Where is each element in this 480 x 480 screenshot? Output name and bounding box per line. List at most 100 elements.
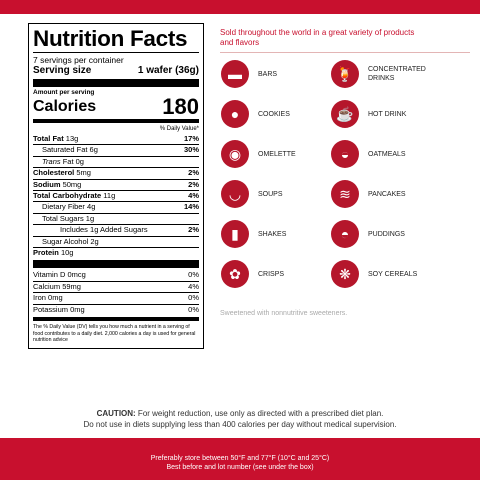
nutrient-row: Total Fat 13g 17% <box>33 134 199 144</box>
vitamin-name: Calcium 59mg <box>33 282 81 292</box>
nutrient-label: Total Carbohydrate <box>33 191 102 201</box>
bottom-brand-band <box>0 438 480 480</box>
product-item: ◉ OMELETTE <box>221 140 296 168</box>
product-item: ◓ PUDDINGS <box>331 220 405 248</box>
egg-icon: ◉ <box>221 140 249 168</box>
product-item: ▮ SHAKES <box>221 220 286 248</box>
vitamin-row: Calcium 59mg 4% <box>33 280 199 292</box>
soup-icon: ◡ <box>221 180 249 208</box>
nutrient-row: Trans Fat 0g <box>33 155 199 167</box>
nutrient-row: Sodium 50mg 2% <box>33 178 199 190</box>
vitamin-label: Iron <box>33 293 46 303</box>
product-item: ● COOKIES <box>221 100 290 128</box>
product-item: ◒ OATMEALS <box>331 140 406 168</box>
caution-line2: Do not use in diets supplying less than … <box>83 420 397 429</box>
product-item: ◡ SOUPS <box>221 180 283 208</box>
caution-line1: For weight reduction, use only as direct… <box>135 409 384 418</box>
nutrition-facts-panel: Nutrition Facts 7 servings per container… <box>28 23 204 349</box>
crisps-icon: ✿ <box>221 260 249 288</box>
vitamin-name: Iron 0mg <box>33 293 63 303</box>
nutrient-name: Dietary Fiber 4g <box>33 202 95 212</box>
nutrient-label: Includes 1g Added Sugars <box>60 225 148 235</box>
nutrient-row: Total Carbohydrate 11g 4% <box>33 190 199 201</box>
product-label: OMELETTE <box>258 150 296 158</box>
vitamin-dv: 0% <box>188 293 199 303</box>
bowl-icon: ◒ <box>331 140 359 168</box>
calories-label: Calories <box>33 98 97 115</box>
vitamin-name: Potassium 0mg <box>33 305 85 315</box>
vitamin-amount: 0mg <box>70 304 85 314</box>
nutrient-name: Total Fat 13g <box>33 134 78 144</box>
nutrient-label: Dietary Fiber <box>42 202 85 212</box>
product-label: COOKIES <box>258 110 290 118</box>
bar-icon: ▬ <box>221 60 249 88</box>
heading-rule <box>220 52 470 53</box>
nutrient-name: Sodium 50mg <box>33 180 81 190</box>
nutrient-dv: 30% <box>183 145 199 155</box>
dv-footnote: The % Daily Value (DV) tells you how muc… <box>33 324 196 344</box>
nutrient-dv: 14% <box>183 202 199 212</box>
nutrient-name: Total Sugars 1g <box>33 214 94 224</box>
serving-size-row: Serving size 1 wafer (36g) <box>33 65 199 77</box>
vitamin-label: Calcium <box>33 281 61 291</box>
top-brand-band <box>0 0 480 14</box>
divider-medium <box>33 317 199 322</box>
nutrient-dv: 17% <box>183 134 199 143</box>
nutrient-label: Total Sugars <box>42 213 84 223</box>
nutrient-label: Sodium <box>33 179 61 189</box>
nutrient-amount: 50mg <box>62 179 82 189</box>
product-item: 🍹 CONCENTRATED DRINKS <box>331 60 438 88</box>
storage-line1: Preferably store between 50°F and 77°F (… <box>150 455 330 462</box>
nutrient-name: Includes 1g Added Sugars <box>33 225 148 235</box>
product-label: CRISPS <box>258 270 285 278</box>
nutrient-amount: Fat 0g <box>62 156 84 166</box>
nutrient-name: Total Carbohydrate 11g <box>33 191 115 201</box>
daily-value-header: % Daily Value* <box>159 126 199 132</box>
nutrient-row: Total Sugars 1g <box>33 212 199 224</box>
servings-per-container: 7 servings per container <box>33 55 124 65</box>
nutrient-name: Protein 10g <box>33 248 73 258</box>
calories-row: Calories 180 <box>33 96 199 118</box>
vitamin-name: Vitamin D 0mcg <box>33 270 86 280</box>
vitamin-dv: 4% <box>188 281 199 291</box>
product-label: BARS <box>258 70 278 78</box>
nutrient-dv: 2% <box>188 225 199 235</box>
storage-notice: Preferably store between 50°F and 77°F (… <box>0 454 480 472</box>
mug-icon: ☕ <box>331 100 359 128</box>
product-item: ✿ CRISPS <box>221 260 284 288</box>
pancake-icon: ≋ <box>331 180 359 208</box>
nutrient-row: Saturated Fat 6g 30% <box>33 144 199 155</box>
product-label: PANCAKES <box>368 190 406 198</box>
divider-thick <box>33 260 199 269</box>
nutrition-title: Nutrition Facts <box>33 26 188 51</box>
product-label: OATMEALS <box>368 150 406 158</box>
vitamin-label: Vitamin D <box>33 270 66 280</box>
vitamin-row: Iron 0mg 0% <box>33 292 199 303</box>
nutrient-amount: 11g <box>103 191 116 201</box>
divider <box>33 52 199 53</box>
vitamin-row: Vitamin D 0mcg 0% <box>33 270 199 280</box>
nutrient-label: Saturated Fat <box>42 145 88 155</box>
storage-line2: Best before and lot number (see under th… <box>166 464 314 471</box>
product-item: ☕ HOT DRINK <box>331 100 406 128</box>
nutrient-label: Total Fat <box>33 134 64 143</box>
nutrient-name: Cholesterol 5mg <box>33 168 91 178</box>
nutrient-amount: 2g <box>90 236 99 246</box>
vitamin-label: Potassium <box>33 304 69 314</box>
drink-icon: 🍹 <box>331 60 359 88</box>
product-label: PUDDINGS <box>368 230 405 238</box>
vitamin-amount: 59mg <box>62 281 81 291</box>
nutrient-row: Protein 10g <box>33 247 199 258</box>
nutrient-dv: 2% <box>188 168 199 178</box>
cookie-icon: ● <box>221 100 249 128</box>
nutrient-row: Cholesterol 5mg 2% <box>33 167 199 178</box>
nutrient-name: Sugar Alcohol 2g <box>33 237 99 247</box>
vitamin-dv: 0% <box>188 270 199 280</box>
nutrient-label: Cholesterol <box>33 168 75 178</box>
serving-size-value: 1 wafer (36g) <box>137 65 199 76</box>
nutrient-rows: Total Fat 13g 17% Saturated Fat 6g 30% Trans… <box>33 134 199 258</box>
divider-medium <box>33 119 199 123</box>
products-heading: Sold throughout the world in a great var… <box>220 28 415 47</box>
sweetened-note: Sweetened with nonnutritive sweeteners. <box>220 310 348 317</box>
serving-size-label: Serving size <box>33 65 92 76</box>
